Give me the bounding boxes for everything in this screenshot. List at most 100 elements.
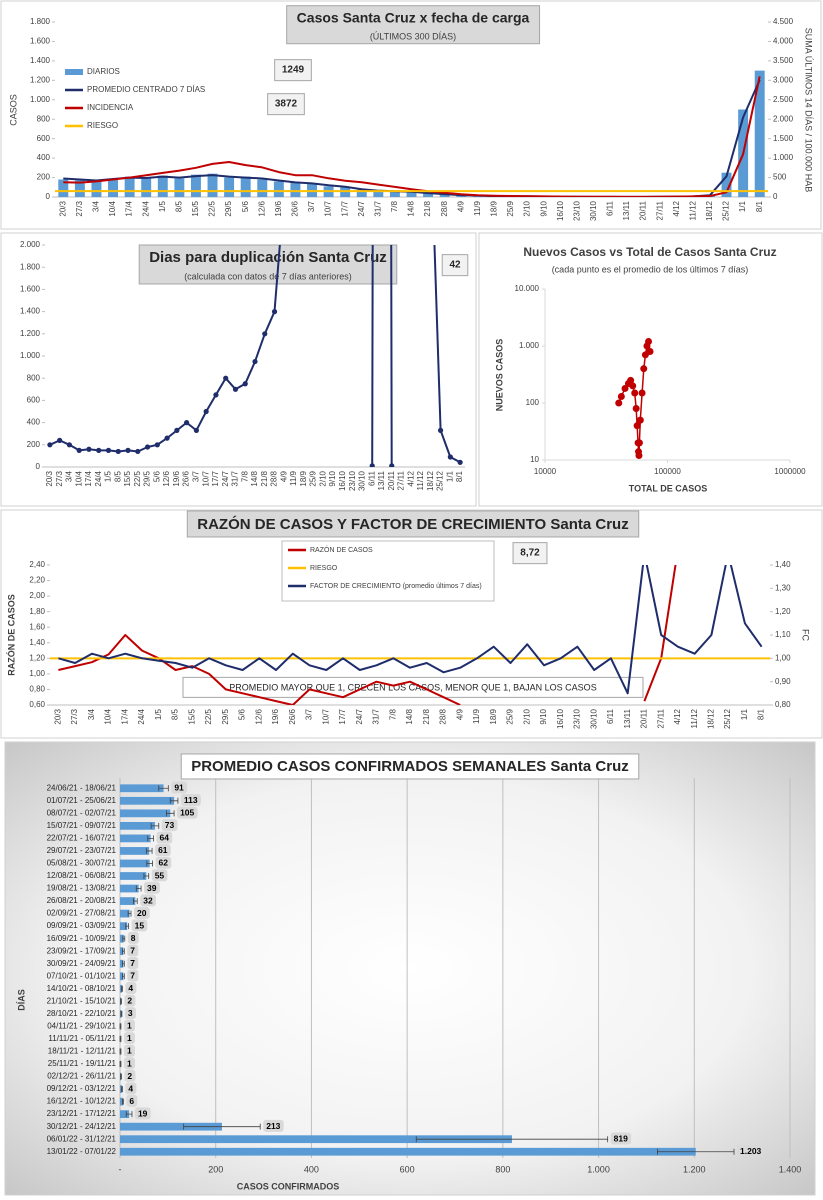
y-tick-label: 25/11/21 - 19/11/21 (48, 1059, 117, 1068)
bar (58, 179, 69, 197)
x-tick-label: 1.200 (683, 1164, 706, 1174)
bar (120, 934, 124, 943)
y-tick-label: 15/07/21 - 09/07/21 (47, 821, 117, 830)
value-label-bg (144, 881, 160, 894)
y-tick-label: 1.600 (20, 285, 41, 294)
bar (141, 177, 152, 197)
annotation-text: 8,72 (520, 548, 540, 559)
point (105, 447, 112, 453)
point (627, 376, 635, 384)
x-tick-label: 10/7 (324, 200, 333, 216)
x-tick-label: 17/4 (125, 200, 134, 216)
error-bar (166, 810, 175, 817)
x-tick-label: 29/5 (224, 200, 233, 216)
x-tick-label: 31/7 (372, 708, 381, 724)
value-label: 113 (180, 794, 201, 807)
point (389, 463, 395, 467)
y-tick-label: 10.000 (515, 284, 540, 293)
point (632, 405, 640, 413)
value-label-text: 39 (147, 883, 157, 893)
error-bar (169, 797, 179, 804)
x-tick-label: 26/6 (288, 708, 297, 724)
value-label-bg (127, 969, 139, 982)
value-label: 15 (131, 919, 148, 932)
legend-label: DIARIOS (87, 67, 120, 76)
error-bar (119, 1023, 122, 1030)
point (638, 389, 646, 397)
bar (406, 192, 417, 197)
value-label-text: 1 (127, 1021, 132, 1031)
title-box (186, 510, 640, 538)
value-label: 7 (127, 944, 139, 957)
bar (120, 884, 139, 893)
value-label-bg (125, 1082, 137, 1095)
x-tick-label: 18/12 (707, 708, 716, 729)
x-tick-label: 19/6 (274, 200, 283, 216)
x-tick-label: 22/5 (133, 470, 142, 486)
value-label-bg (140, 894, 156, 907)
y-tick-label: 1,00 (29, 669, 45, 678)
x-tick-label: 17/7 (338, 708, 347, 724)
y2-tick-label: 1.000 (773, 153, 794, 162)
value-label: 62 (155, 856, 172, 869)
value-label: 213 (263, 1119, 284, 1132)
x-tick-label: 20/11 (387, 470, 396, 490)
x-tick-label: 31/7 (231, 470, 240, 486)
point (621, 384, 629, 392)
error-bar (135, 885, 142, 892)
x-tick-label: 30/10 (589, 708, 598, 729)
x-tick-label: 15/5 (123, 470, 132, 486)
annotation: 42 (441, 254, 469, 277)
value-label-text: 1 (127, 1058, 132, 1068)
x-tick-label: 1/1 (740, 708, 749, 720)
point (174, 427, 180, 433)
x-tick-label: 27/11 (397, 470, 406, 490)
y-tick-label: 1.000 (20, 351, 41, 360)
x-tick-label: 9/10 (539, 708, 548, 724)
bar (120, 1097, 123, 1106)
error-bar (125, 923, 130, 930)
x-tick-label: 9/10 (328, 470, 337, 486)
bar (120, 897, 136, 905)
y2-tick-label: 1.500 (773, 134, 794, 143)
y-tick-label: 1.800 (30, 17, 51, 26)
y2-tick-label: 500 (773, 173, 787, 182)
chart-title: Dias para duplicación Santa Cruz (149, 249, 387, 266)
legend-label: RAZÓN DE CASOS (310, 545, 373, 554)
x-tick-label: 8/5 (174, 200, 183, 212)
x-tick-label: 25/12 (436, 470, 445, 491)
bar (74, 180, 85, 197)
y2-axis-label: FC (801, 629, 811, 641)
bar (174, 178, 185, 197)
bar (120, 984, 122, 993)
x-tick-label: 12/6 (162, 470, 171, 486)
bar (120, 872, 147, 880)
plot-area (47, 245, 463, 467)
annotation-text: 3872 (275, 99, 298, 110)
bar (754, 70, 765, 197)
y2-tick-label: 0 (773, 192, 778, 201)
value-label-bg (177, 806, 198, 819)
x-tick-label: 20/11 (639, 200, 648, 220)
x-tick-label: 4/12 (672, 200, 681, 216)
value-label: 7 (127, 956, 139, 969)
x-tick-label: 10/4 (108, 200, 117, 216)
x-tick-label: 24/7 (355, 708, 364, 724)
value-label-text: 7 (130, 971, 135, 981)
value-label-text: 1 (127, 1046, 132, 1056)
point (223, 375, 229, 381)
bar (389, 191, 400, 197)
x-tick-label: 10/4 (74, 470, 83, 486)
x-tick-label: 30/10 (358, 470, 367, 491)
x-tick-label: 1000000 (774, 467, 806, 476)
annotation: 8,72 (512, 542, 548, 565)
x-tick-label: 2/10 (522, 708, 531, 724)
legend-label: INCIDENCIA (87, 103, 134, 112)
point (232, 386, 239, 392)
x-tick-label: 20/3 (53, 708, 62, 724)
x-tick-label: 11/12 (416, 470, 425, 490)
x-tick-label: 14/8 (250, 470, 259, 486)
value-label: 19 (134, 1107, 151, 1120)
x-tick-label: 18/12 (426, 470, 435, 491)
x-tick-label: 1/5 (154, 708, 163, 720)
